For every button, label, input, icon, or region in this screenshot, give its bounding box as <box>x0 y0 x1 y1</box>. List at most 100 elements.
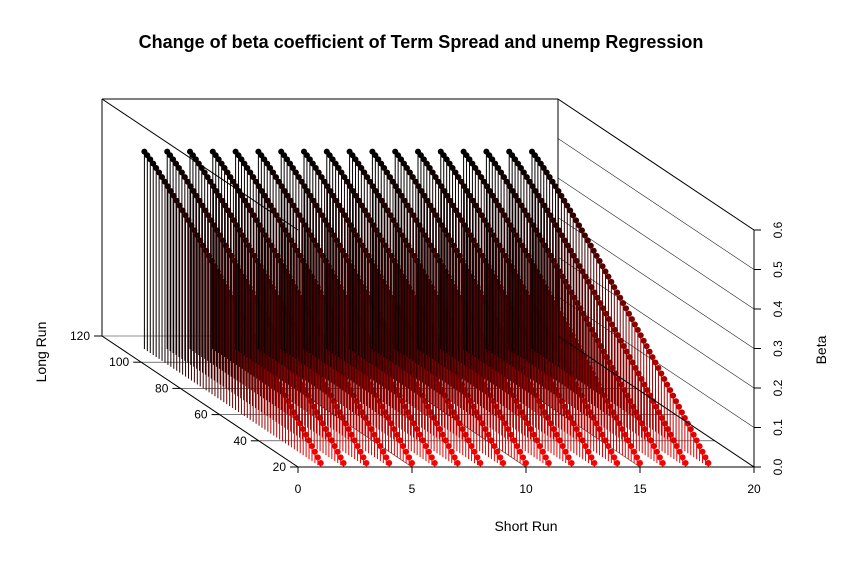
data-point <box>637 332 644 339</box>
data-point <box>330 192 337 199</box>
data-point <box>339 207 346 214</box>
data-point <box>597 300 604 307</box>
data-point <box>342 212 349 219</box>
data-point <box>347 183 354 190</box>
data-point <box>327 188 334 195</box>
data-point <box>590 247 597 254</box>
data-point <box>581 232 588 239</box>
data-point <box>678 409 685 416</box>
data-point <box>596 426 603 433</box>
data-point <box>325 431 332 438</box>
grid-line-z <box>557 217 755 349</box>
z-tick-label: 0.4 <box>771 300 785 317</box>
data-point <box>300 426 307 433</box>
data-point <box>585 278 592 285</box>
data-point <box>242 197 249 204</box>
data-point <box>540 165 547 172</box>
data-point <box>500 460 507 467</box>
series-group <box>460 148 643 467</box>
data-point <box>650 398 657 405</box>
data-point <box>264 160 271 167</box>
axis-ticks: 0 5 10 15 20 20 40 60 80 100 120 0.0 0.1 0.2 0.3 0.4 0.5… <box>70 221 785 496</box>
data-point <box>637 460 643 467</box>
data-point <box>256 183 263 190</box>
data-point <box>501 174 508 181</box>
data-point <box>652 359 659 366</box>
data-point <box>511 437 518 444</box>
data-point <box>544 207 551 214</box>
data-point <box>614 289 621 296</box>
data-point <box>470 197 477 204</box>
data-point <box>497 454 504 461</box>
data-point <box>424 197 431 204</box>
data-point <box>403 448 410 455</box>
data-point <box>344 178 351 185</box>
data-point <box>395 188 402 195</box>
y-tick-label: 20 <box>273 460 287 474</box>
data-point <box>626 310 633 317</box>
data-point <box>670 392 677 399</box>
data-point <box>371 431 378 438</box>
data-point <box>233 183 240 190</box>
data-point <box>273 212 280 219</box>
data-point <box>631 448 638 455</box>
data-point <box>534 437 541 444</box>
data-point <box>403 165 410 172</box>
data-point <box>591 289 598 296</box>
data-point <box>505 426 512 433</box>
data-point <box>196 197 203 204</box>
data-point <box>555 188 562 195</box>
data-point <box>631 321 638 328</box>
data-point <box>303 431 310 438</box>
data-point <box>202 207 209 214</box>
data-point <box>406 169 413 176</box>
data-point <box>512 192 519 199</box>
data-point <box>655 365 662 372</box>
data-point <box>587 242 594 249</box>
data-point <box>667 431 674 438</box>
data-point <box>356 197 363 204</box>
data-point <box>420 437 427 444</box>
data-point <box>313 202 320 209</box>
data-point <box>309 160 316 167</box>
data-point <box>579 437 586 444</box>
data-point <box>362 207 369 214</box>
data-point <box>492 160 499 167</box>
z-axis-label: Beta <box>813 335 829 364</box>
data-point <box>588 454 595 461</box>
data-point <box>412 178 419 185</box>
data-point <box>164 183 171 190</box>
series-group <box>232 148 415 467</box>
data-point <box>247 169 254 176</box>
data-point <box>222 202 229 209</box>
data-point <box>543 169 550 176</box>
data-point <box>147 156 154 163</box>
data-point <box>512 156 519 163</box>
data-point <box>241 160 248 167</box>
data-point <box>383 454 390 461</box>
data-point <box>605 273 612 280</box>
data-point <box>436 426 443 433</box>
data-point <box>259 188 266 195</box>
data-point <box>650 443 657 450</box>
data-point <box>250 212 257 219</box>
data-point <box>472 165 479 172</box>
data-point <box>518 202 525 209</box>
data-point <box>602 268 609 275</box>
data-point <box>267 165 274 172</box>
data-point <box>421 192 428 199</box>
data-point <box>218 160 225 167</box>
data-point <box>545 460 552 467</box>
data-point <box>536 443 543 450</box>
data-point <box>281 188 288 195</box>
data-point <box>542 454 549 461</box>
data-point <box>307 192 314 199</box>
data-point <box>667 387 674 394</box>
z-tick-label: 0.5 <box>771 261 785 278</box>
data-point <box>508 431 515 438</box>
data-point <box>534 156 541 163</box>
data-point <box>629 359 636 366</box>
data-point <box>361 169 368 176</box>
data-point <box>273 174 280 181</box>
data-point <box>410 212 417 219</box>
